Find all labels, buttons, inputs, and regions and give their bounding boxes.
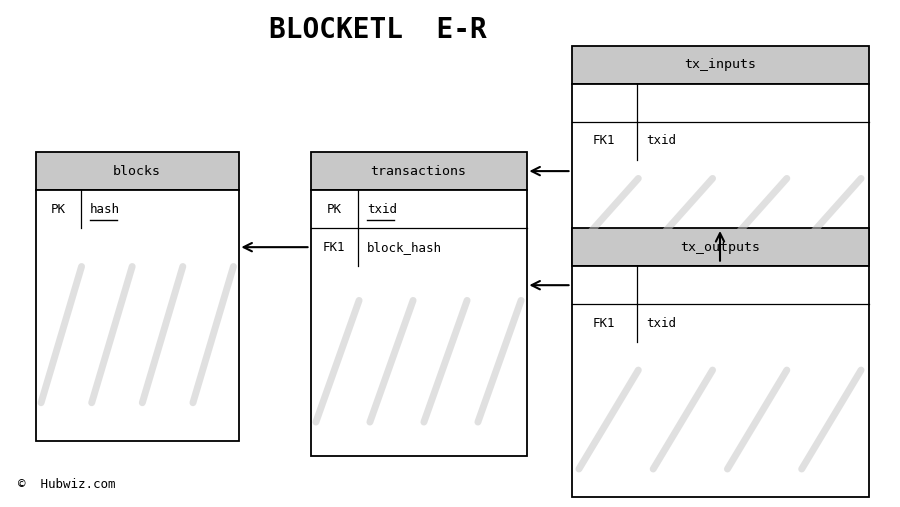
- Text: hash: hash: [89, 203, 120, 215]
- Text: tx_inputs: tx_inputs: [684, 58, 756, 71]
- Bar: [572, 228, 868, 266]
- Text: block_hash: block_hash: [367, 241, 442, 254]
- Text: FK1: FK1: [593, 134, 616, 147]
- Bar: [310, 190, 526, 456]
- Text: blocks: blocks: [113, 165, 161, 177]
- Bar: [572, 266, 868, 497]
- Bar: [36, 190, 238, 441]
- Bar: [310, 152, 526, 190]
- Text: BLOCKETL  E-R: BLOCKETL E-R: [269, 16, 487, 45]
- Bar: [36, 152, 238, 190]
- Bar: [572, 46, 868, 84]
- Text: FK1: FK1: [323, 241, 346, 254]
- Bar: [572, 84, 868, 264]
- Text: PK: PK: [327, 203, 342, 215]
- Text: transactions: transactions: [371, 165, 466, 177]
- Text: txid: txid: [646, 134, 676, 147]
- Text: tx_outputs: tx_outputs: [680, 241, 760, 254]
- Text: FK1: FK1: [593, 317, 616, 330]
- Text: txid: txid: [646, 317, 676, 330]
- Text: ©  Hubwiz.com: © Hubwiz.com: [18, 478, 115, 491]
- Text: txid: txid: [367, 203, 397, 215]
- Text: PK: PK: [50, 203, 66, 215]
